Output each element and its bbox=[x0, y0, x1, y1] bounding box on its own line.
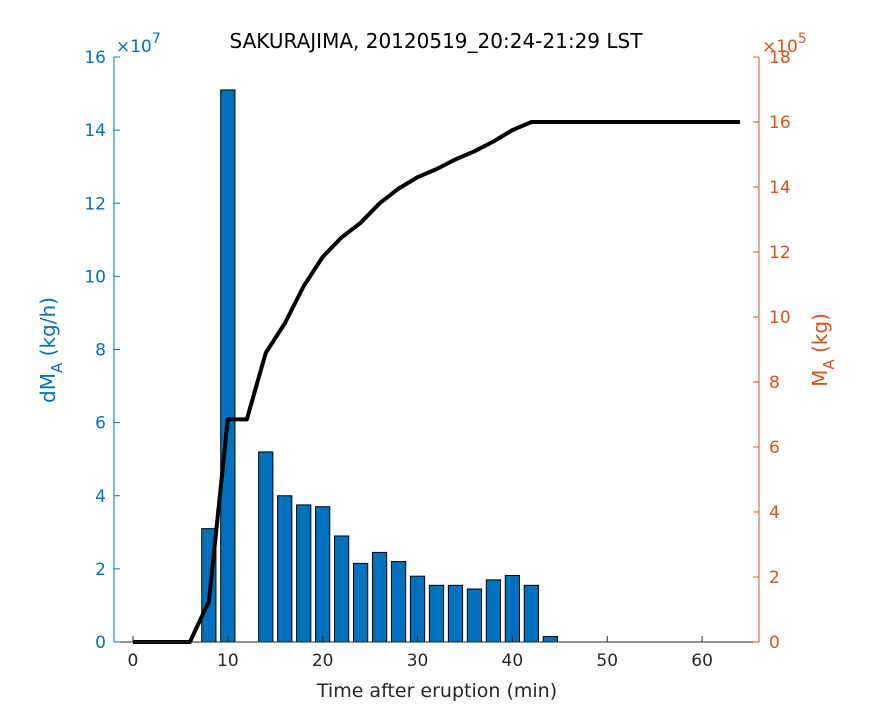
bar-10 bbox=[220, 89, 236, 643]
x-axis-label: Time after eruption (min) bbox=[316, 680, 557, 702]
axes bbox=[113, 56, 760, 643]
bar-38 bbox=[485, 579, 502, 643]
right-tick-label-4: 4 bbox=[769, 503, 780, 523]
bar-16 bbox=[277, 495, 293, 643]
cumulative-mass-line bbox=[133, 120, 740, 644]
left-tick-label-16: 16 bbox=[84, 48, 106, 68]
bar-26 bbox=[371, 551, 388, 643]
bar-28 bbox=[390, 561, 407, 643]
right-multiplier-exp: 5 bbox=[798, 31, 807, 47]
x-tick-label-40: 40 bbox=[502, 651, 524, 671]
right-tick-label-6: 6 bbox=[769, 438, 780, 458]
bar-34 bbox=[447, 584, 464, 643]
chart-title: SAKURAJIMA, 20120519_20:24-21:29 LST bbox=[230, 29, 644, 53]
x-tick-label-20: 20 bbox=[312, 651, 334, 671]
bar-32 bbox=[428, 584, 445, 643]
left-tick-label-14: 14 bbox=[84, 121, 106, 141]
right-label-unit: (kg) bbox=[808, 313, 832, 359]
left-tick-label-4: 4 bbox=[95, 487, 106, 507]
left-label-unit: (kg/h) bbox=[36, 297, 60, 363]
tick-labels: 0 10 20 30 40 50 60 0 2 4 6 8 10 12 14 16 0 2 4 6 8 10 12 14 16 1… bbox=[84, 48, 790, 671]
left-label-main: dM bbox=[36, 373, 60, 403]
left-label-sub: A bbox=[48, 362, 66, 373]
bar-44 bbox=[542, 636, 558, 643]
bar-18 bbox=[296, 504, 312, 643]
left-tick-label-10: 10 bbox=[84, 267, 106, 287]
left-tick-label-6: 6 bbox=[95, 414, 106, 434]
x-tick-label-10: 10 bbox=[217, 651, 239, 671]
bar-30 bbox=[409, 575, 426, 643]
right-tick-label-0: 0 bbox=[769, 633, 780, 653]
bar-36 bbox=[466, 588, 483, 643]
right-tick-label-10: 10 bbox=[769, 308, 791, 328]
right-tick-label-12: 12 bbox=[769, 243, 791, 263]
line-series bbox=[133, 120, 740, 644]
right-tick-label-8: 8 bbox=[769, 373, 780, 393]
right-tick-label-16: 16 bbox=[769, 113, 791, 133]
right-axis-multiplier: ×105 bbox=[762, 31, 807, 57]
bar-20 bbox=[315, 506, 331, 643]
bar-series bbox=[201, 89, 558, 643]
right-label-main: M bbox=[808, 370, 832, 387]
x-tick-label-30: 30 bbox=[407, 651, 429, 671]
left-tick-label-2: 2 bbox=[95, 560, 106, 580]
left-axis-label: dMA (kg/h) bbox=[36, 297, 66, 403]
right-multiplier-prefix: ×10 bbox=[762, 37, 798, 57]
left-multiplier-prefix: ×10 bbox=[116, 37, 152, 57]
left-multiplier-exp: 7 bbox=[152, 31, 161, 47]
bar-14 bbox=[258, 451, 274, 643]
bar-22 bbox=[334, 535, 350, 643]
left-tick-label-12: 12 bbox=[84, 194, 106, 214]
left-tick-label-0: 0 bbox=[95, 633, 106, 653]
right-tick-label-14: 14 bbox=[769, 178, 791, 198]
right-tick-label-2: 2 bbox=[769, 568, 780, 588]
bar-40 bbox=[504, 574, 520, 643]
bar-24 bbox=[353, 562, 369, 643]
x-tick-label-0: 0 bbox=[128, 651, 139, 671]
right-label-sub: A bbox=[820, 359, 838, 370]
bar-42 bbox=[523, 584, 539, 643]
x-tick-label-50: 50 bbox=[596, 651, 618, 671]
right-axis-label: MA (kg) bbox=[808, 313, 838, 387]
left-tick-label-8: 8 bbox=[95, 341, 106, 361]
left-axis-multiplier: ×107 bbox=[116, 31, 161, 57]
x-tick-label-60: 60 bbox=[691, 651, 713, 671]
right-tick-label-18: 18 bbox=[769, 48, 791, 68]
